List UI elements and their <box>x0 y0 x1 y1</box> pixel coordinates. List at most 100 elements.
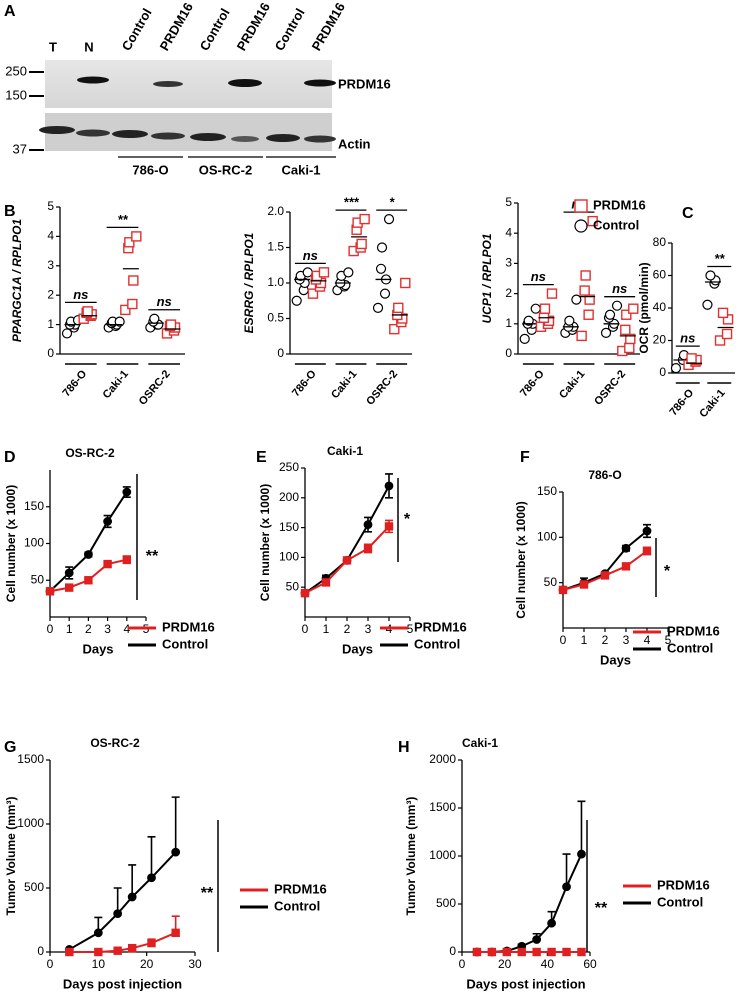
series-line <box>49 558 128 593</box>
y-tick-label: 0 <box>47 346 54 360</box>
point <box>517 947 526 957</box>
point <box>114 316 125 327</box>
panel-label: H <box>398 739 410 756</box>
x-tick-label: 1 <box>66 622 73 636</box>
point <box>686 353 697 364</box>
lane-label: T <box>49 39 57 54</box>
legend-marker <box>574 219 588 233</box>
legend-label: Control <box>667 640 713 655</box>
x-tick-label: 40 <box>541 957 555 971</box>
point <box>611 300 623 311</box>
y-tick-label: 5 <box>505 195 512 209</box>
sig-label: ns <box>303 248 318 263</box>
y-tick-label: 2 <box>505 286 512 300</box>
point <box>363 520 373 530</box>
point <box>113 909 123 918</box>
marker-label: 250 <box>5 63 27 78</box>
series-line <box>68 851 177 951</box>
x-tick-label: OSRC-2 <box>592 368 628 408</box>
y-tick-label: 500 <box>436 896 456 910</box>
legend-label: PRDM16 <box>274 881 327 896</box>
x-tick-label: OSRC-2 <box>137 368 173 408</box>
y-tick-label: 100 <box>279 550 299 564</box>
y-tick-label: 1 <box>505 316 512 330</box>
y-tick-label: 3 <box>505 256 512 270</box>
point <box>604 309 616 320</box>
lane-label: Control <box>197 6 233 54</box>
y-tick-label: 50 <box>544 575 558 589</box>
point <box>342 556 352 565</box>
point <box>577 849 586 859</box>
point <box>571 294 582 305</box>
point <box>379 288 391 299</box>
point <box>705 270 716 281</box>
y-tick-label: 1000 <box>429 848 456 862</box>
y-tick-label: 100 <box>537 530 557 544</box>
y-tick-label: 0 <box>659 365 666 379</box>
y-tick-label: 1 <box>47 317 54 331</box>
y-tick-label: 4 <box>505 225 512 239</box>
point <box>120 304 131 316</box>
error-bar <box>562 853 571 887</box>
legend-label: Control <box>414 636 460 651</box>
point <box>400 277 411 289</box>
chart-title: 786-O <box>588 468 621 482</box>
x-tick-label: 786-O <box>290 368 319 399</box>
x-tick-label: 5 <box>407 622 414 636</box>
y-tick-label: 80 <box>653 235 667 249</box>
chart-title: OS-RC-2 <box>65 446 115 460</box>
y-axis-label: Cell number (x 1000) <box>258 484 272 601</box>
x-tick-label: 0 <box>459 957 466 971</box>
blot-upper <box>45 60 332 108</box>
point <box>562 947 571 957</box>
x-tick-label: OSRC-2 <box>364 368 400 408</box>
point <box>532 935 542 944</box>
point <box>384 522 394 531</box>
panel-label: G <box>4 739 16 756</box>
point <box>621 309 632 320</box>
point <box>83 550 93 559</box>
x-tick-label: 786-O <box>518 368 547 399</box>
lane-label: PRDM16 <box>309 0 348 53</box>
legend-label: Control <box>657 894 703 909</box>
point <box>127 892 137 902</box>
point <box>94 947 103 957</box>
x-tick-label: 786-O <box>61 368 90 399</box>
point <box>580 270 591 281</box>
y-tick-label: 1000 <box>17 816 44 830</box>
point <box>600 571 610 580</box>
point <box>579 580 589 589</box>
point <box>628 303 639 314</box>
y-tick-label: 2000 <box>429 752 456 766</box>
y-tick-label: 200 <box>279 490 299 504</box>
point <box>291 295 302 306</box>
sig-label: ** <box>146 548 159 565</box>
cell-line-label: 786-O <box>132 162 168 177</box>
x-tick-label: Caki-1 <box>557 368 587 401</box>
point <box>318 267 330 278</box>
point <box>122 555 132 564</box>
point <box>165 319 177 330</box>
y-tick-label: 50 <box>286 579 300 593</box>
point <box>321 578 331 587</box>
point <box>171 847 181 857</box>
point <box>564 315 575 326</box>
x-tick-label: 5 <box>665 633 672 647</box>
point <box>127 298 138 310</box>
y-tick-label: 0 <box>277 346 284 360</box>
marker-label: 150 <box>5 87 27 102</box>
point <box>103 517 112 526</box>
point <box>389 323 400 335</box>
x-tick-label: 4 <box>644 633 651 647</box>
sig-label: * <box>404 511 411 528</box>
chart-title: Caki-1 <box>327 444 363 458</box>
point <box>502 947 511 957</box>
band-label: Actin <box>338 136 371 151</box>
point <box>375 263 387 274</box>
x-tick-label: 0 <box>47 622 54 636</box>
legend-label: Control <box>162 636 208 651</box>
x-tick-label: 30 <box>188 957 202 971</box>
point <box>124 237 135 248</box>
x-tick-label: 0 <box>47 957 54 971</box>
panel-label: C <box>682 205 694 222</box>
